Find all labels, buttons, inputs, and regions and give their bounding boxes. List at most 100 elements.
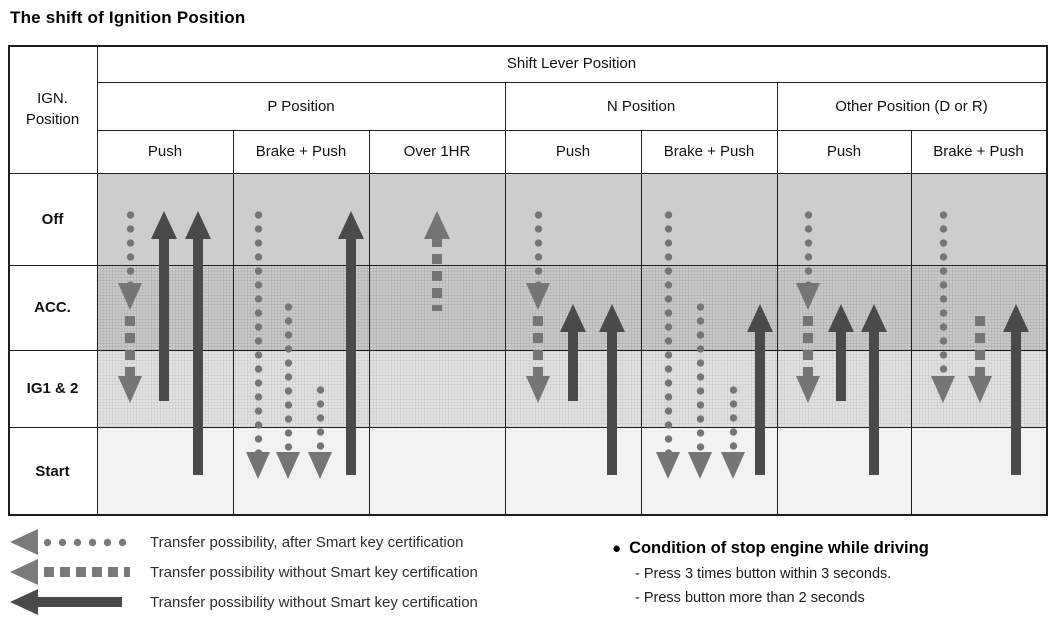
- transfer-arrow-other-push-solid-ig12-to-acc-shaft: [836, 330, 846, 401]
- transfer-arrow-n-brakepush-dotted-ig12-to-start-head: [721, 452, 745, 479]
- transfer-arrow-n-push-solid-ig12-to-acc-shaft: [568, 330, 578, 401]
- transfer-arrow-other-brakepush-dotted-off-to-ig12-shaft: [938, 208, 948, 378]
- note-title-row: ● Condition of stop engine while driving: [612, 539, 929, 558]
- legend-arrow-dashed: [10, 559, 136, 585]
- grid-line-4: [97, 82, 1046, 83]
- transfer-arrow-n-brakepush-dotted-off-to-start-head: [656, 452, 680, 479]
- transfer-arrow-n-push-dotted-off-to-acc-head: [526, 283, 550, 310]
- group-header-n-position: N Position: [606, 97, 676, 115]
- legend-arrow-solid: [10, 589, 136, 615]
- grid-line-8: [8, 350, 1046, 351]
- page-title: The shift of Ignition Position: [10, 8, 246, 27]
- row-label-off: Off: [8, 173, 97, 265]
- transfer-arrow-n-push-dashed-acc-to-ig12-head: [526, 376, 550, 403]
- legend-label-0: Transfer possibility, after Smart key ce…: [150, 533, 464, 551]
- row-label-start: Start: [8, 427, 97, 516]
- legend-item-dotted: Transfer possibility, after Smart key ce…: [10, 528, 590, 556]
- transfer-arrow-n-brakepush-dotted-acc-to-start-shaft: [695, 300, 705, 454]
- grid-line-1: [8, 514, 1048, 516]
- transfer-arrow-p-push-dotted-off-to-acc-shaft: [125, 208, 135, 285]
- solid-left-arrow-icon: [10, 589, 38, 615]
- col-header-p-position-brake-push: Brake + Push: [255, 143, 347, 160]
- note-title: Condition of stop engine while driving: [629, 539, 929, 557]
- grid-line-16: [911, 130, 912, 516]
- legend-label-1: Transfer possibility without Smart key c…: [150, 563, 478, 581]
- transfer-arrow-p-over1hr-dashed-acc-to-off-head: [424, 211, 450, 239]
- grid-line-5: [97, 130, 1046, 131]
- col-header-p-position-push: Push: [147, 143, 183, 160]
- group-header-p-position: P Position: [267, 97, 335, 115]
- row-label-ig1-2: IG1 & 2: [8, 350, 97, 427]
- shift-lever-position-header: Shift Lever Position: [506, 55, 637, 72]
- transfer-arrow-p-brakepush-dotted-off-to-start-head: [246, 452, 270, 479]
- transfer-arrow-other-brakepush-dotted-off-to-ig12-head: [931, 376, 955, 403]
- col-header-other-position-d-or-r-brake-push: Brake + Push: [933, 143, 1024, 160]
- transfer-arrow-p-push-solid-ig12-to-off-shaft: [159, 237, 169, 401]
- transfer-arrow-other-push-dashed-acc-to-ig12-head: [796, 376, 820, 403]
- dotted-shaft: [40, 537, 132, 547]
- group-header-other-position-d-or-r: Other Position (D or R): [835, 97, 988, 115]
- corner-cell-ign-position: IGN. Position: [8, 45, 97, 173]
- grid-line-7: [8, 265, 1046, 266]
- transfer-arrow-other-push-dotted-off-to-acc-head: [796, 283, 820, 310]
- legend-label-2: Transfer possibility without Smart key c…: [150, 593, 478, 611]
- col-header-n-position-brake-push: Brake + Push: [663, 143, 755, 160]
- transfer-arrow-p-brakepush-dotted-off-to-start-shaft: [253, 208, 263, 454]
- transfer-arrow-n-push-solid-start-to-acc-shaft: [607, 330, 617, 475]
- grid-line-2: [8, 45, 10, 516]
- note-item-1: - Press button more than 2 seconds: [635, 590, 865, 606]
- transfer-arrow-p-brakepush-solid-start-to-off-shaft: [346, 237, 356, 475]
- col-header-n-position-push: Push: [555, 143, 591, 160]
- transfer-arrow-p-push-dotted-off-to-acc-head: [118, 283, 142, 310]
- grid-line-12: [777, 82, 778, 516]
- transfer-arrow-p-push-solid-ig12-to-off-head: [151, 211, 177, 239]
- transfer-arrow-other-brakepush-dashed-acc-to-ig12-shaft: [975, 316, 985, 378]
- grid-line-3: [1046, 45, 1048, 516]
- transfer-arrow-n-brakepush-dotted-ig12-to-start-shaft: [728, 383, 738, 454]
- transfer-arrow-p-brakepush-dotted-ig12-to-start-shaft: [315, 383, 325, 454]
- transfer-arrow-p-over1hr-dashed-acc-to-off-shaft: [432, 237, 442, 311]
- transfer-arrow-p-brakepush-solid-start-to-off-head: [338, 211, 364, 239]
- transfer-arrow-other-brakepush-dashed-acc-to-ig12-head: [968, 376, 992, 403]
- transfer-arrow-p-brakepush-dotted-acc-to-start-head: [276, 452, 300, 479]
- grid-line-6: [8, 173, 1046, 174]
- transfer-arrow-other-brakepush-solid-start-to-acc-shaft: [1011, 330, 1021, 475]
- grid-line-15: [641, 130, 642, 516]
- transfer-arrow-p-push-solid-start-to-off-head: [185, 211, 211, 239]
- stop-engine-note: ● Condition of stop engine while driving…: [612, 539, 929, 606]
- transfer-arrow-p-brakepush-dotted-ig12-to-start-head: [308, 452, 332, 479]
- col-header-other-position-d-or-r-push: Push: [826, 143, 862, 160]
- dashed-shaft: [44, 567, 130, 577]
- corner-line-1: IGN.: [37, 90, 68, 107]
- transfer-arrow-other-push-dotted-off-to-acc-shaft: [803, 208, 813, 285]
- transfer-arrow-n-brakepush-solid-start-to-acc-shaft: [755, 330, 765, 475]
- row-label-acc: ACC.: [8, 265, 97, 350]
- transfer-arrow-n-brakepush-dotted-acc-to-start-head: [688, 452, 712, 479]
- col-header-p-position-over-1hr: Over 1HR: [403, 143, 471, 160]
- transfer-arrow-other-brakepush-solid-start-to-acc-head: [1003, 304, 1029, 332]
- transfer-arrow-n-push-dashed-acc-to-ig12-shaft: [533, 316, 543, 378]
- transfer-arrow-p-push-dashed-acc-to-ig12-shaft: [125, 316, 135, 378]
- transfer-arrow-other-push-dashed-acc-to-ig12-shaft: [803, 316, 813, 378]
- grid-line-11: [505, 82, 506, 516]
- transfer-arrow-n-push-solid-start-to-acc-head: [599, 304, 625, 332]
- transfer-arrow-n-brakepush-dotted-off-to-start-shaft: [663, 208, 673, 454]
- grid-line-10: [97, 45, 98, 516]
- note-item-0: - Press 3 times button within 3 seconds.: [635, 566, 892, 582]
- transfer-arrow-n-brakepush-solid-start-to-acc-head: [747, 304, 773, 332]
- grid-line-0: [8, 45, 1048, 47]
- legend-item-dashed: Transfer possibility without Smart key c…: [10, 558, 590, 586]
- corner-line-2: Position: [25, 111, 80, 128]
- note-items: - Press 3 times button within 3 seconds.…: [612, 566, 929, 606]
- transfer-arrow-other-push-solid-ig12-to-acc-head: [828, 304, 854, 332]
- legend-arrow-dotted: [10, 529, 136, 555]
- transfer-arrow-p-push-solid-start-to-off-shaft: [193, 237, 203, 475]
- dashed-left-arrow-icon: [10, 559, 38, 585]
- transfer-arrow-p-push-dashed-acc-to-ig12-head: [118, 376, 142, 403]
- transfer-arrow-n-push-dotted-off-to-acc-shaft: [533, 208, 543, 285]
- transfer-arrow-n-push-solid-ig12-to-acc-head: [560, 304, 586, 332]
- grid-line-13: [233, 130, 234, 516]
- grid-line-14: [369, 130, 370, 516]
